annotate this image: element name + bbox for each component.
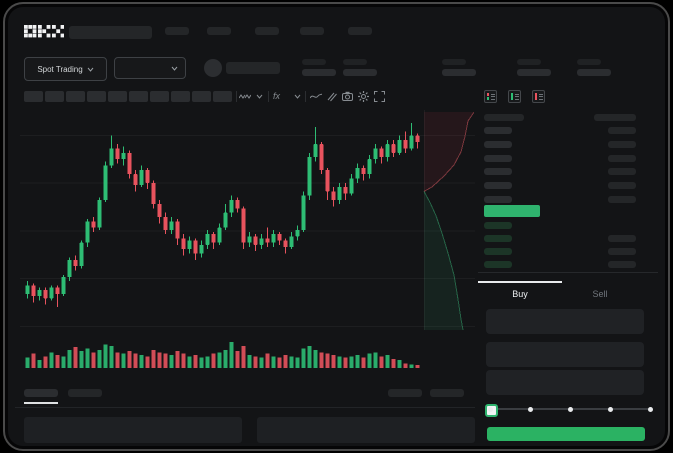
toolbar-divider [268,91,269,102]
ask-amount-placeholder[interactable] [608,140,636,148]
bottom-action-button[interactable] [388,389,422,397]
nav-item[interactable] [165,27,189,35]
slider-stop-100[interactable] [647,406,653,412]
last-price-badge[interactable] [484,205,540,217]
chevron-down-icon[interactable] [294,94,301,99]
timeframe-button[interactable] [45,91,64,102]
ask-amount-placeholder[interactable] [608,154,636,162]
nav-item[interactable] [300,27,324,35]
line-tool-icon[interactable] [310,93,322,100]
orderbook-price-header [484,114,524,121]
slider-stop-75[interactable] [607,406,613,412]
orders-tab-active[interactable] [24,389,58,397]
stat-label-placeholder [343,59,367,65]
total-input[interactable] [486,370,644,395]
orderbook-both-icon[interactable] [484,90,497,103]
ask-amount-placeholder[interactable] [608,168,636,176]
chevron-down-icon[interactable] [256,94,263,99]
orders-panel-placeholder [257,417,475,443]
coin-avatar [204,59,222,77]
stat-value-placeholder [343,69,377,76]
nav-item[interactable] [348,27,372,35]
stat-label-placeholder [577,59,601,65]
chart-gridlines [20,135,475,327]
bid-amount-placeholder[interactable] [608,261,636,268]
chevron-down-icon [87,65,94,74]
nav-title-placeholder [69,26,152,39]
price-input[interactable] [486,309,644,334]
bottom-action-button[interactable] [430,389,464,397]
pair-name-placeholder [226,62,280,74]
chevron-down-icon [171,64,178,73]
settings-icon[interactable] [358,91,369,102]
ask-price-placeholder[interactable] [484,154,512,162]
market-type-label: Spot Trading [37,64,83,74]
stat-label-placeholder [442,59,466,65]
ask-price-placeholder[interactable] [484,182,512,190]
divider [478,272,658,273]
timeframe-button[interactable] [87,91,106,102]
timeframe-button[interactable] [129,91,148,102]
buy-tab-indicator [478,281,562,283]
orderbook-amount-header [594,114,636,121]
bid-price-placeholder[interactable] [484,248,512,255]
amount-input[interactable] [486,342,644,367]
candles-layer [25,122,420,307]
ask-price-placeholder[interactable] [484,127,512,134]
ask-amount-placeholder[interactable] [608,196,636,203]
timeframe-button[interactable] [108,91,127,102]
market-type-dropdown[interactable]: Spot Trading [24,57,107,81]
toolbar-divider [305,91,306,102]
ask-price-placeholder[interactable] [484,196,512,203]
orders-tab[interactable] [68,389,102,397]
bid-amount-placeholder[interactable] [608,248,636,255]
candlestick-chart[interactable] [20,106,475,382]
okx-logo [24,25,64,38]
orderbook-bids-icon[interactable] [508,90,521,103]
indicators-icon[interactable]: fx [273,91,281,101]
timeframe-button[interactable] [66,91,85,102]
orderbook-asks-icon[interactable] [532,90,545,103]
timeframe-button[interactable] [213,91,232,102]
bid-amount-placeholder[interactable] [608,235,636,242]
fullscreen-icon[interactable] [374,91,385,102]
orders-panel-placeholder [24,417,242,443]
candle-style-icon[interactable] [239,92,251,101]
slider-stop-25[interactable] [527,406,533,412]
volume-layer [25,342,420,368]
sell-tab[interactable]: Sell [592,289,608,299]
ask-amount-placeholder[interactable] [608,182,636,190]
nav-item[interactable] [207,27,231,35]
ask-price-placeholder[interactable] [484,168,512,176]
timeframe-button[interactable] [150,91,169,102]
slider-stop-50[interactable] [567,406,573,412]
bid-price-placeholder[interactable] [484,222,512,229]
stat-label-placeholder [517,59,541,65]
divider [15,407,475,408]
ask-amount-placeholder[interactable] [608,127,636,134]
depth-chart [423,110,475,331]
bid-price-placeholder[interactable] [484,261,512,268]
pair-selector-dropdown[interactable] [114,57,186,79]
timeframe-button[interactable] [24,91,43,102]
stat-label-placeholder [302,59,326,65]
buy-tab[interactable]: Buy [512,289,528,299]
buy-submit-button[interactable] [487,427,645,441]
timeframe-button[interactable] [192,91,211,102]
nav-item[interactable] [255,27,279,35]
stat-value-placeholder [302,69,336,76]
ask-price-placeholder[interactable] [484,140,512,148]
stat-value-placeholder [577,69,611,76]
stat-value-placeholder [442,69,476,76]
timeframe-button[interactable] [171,91,190,102]
camera-icon[interactable] [342,91,353,101]
bid-price-placeholder[interactable] [484,235,512,242]
active-tab-underline [24,402,58,404]
slider-stop-0[interactable] [487,406,493,412]
stat-value-placeholder [517,69,551,76]
toolbar-divider [236,91,237,102]
compare-icon[interactable] [326,91,337,102]
